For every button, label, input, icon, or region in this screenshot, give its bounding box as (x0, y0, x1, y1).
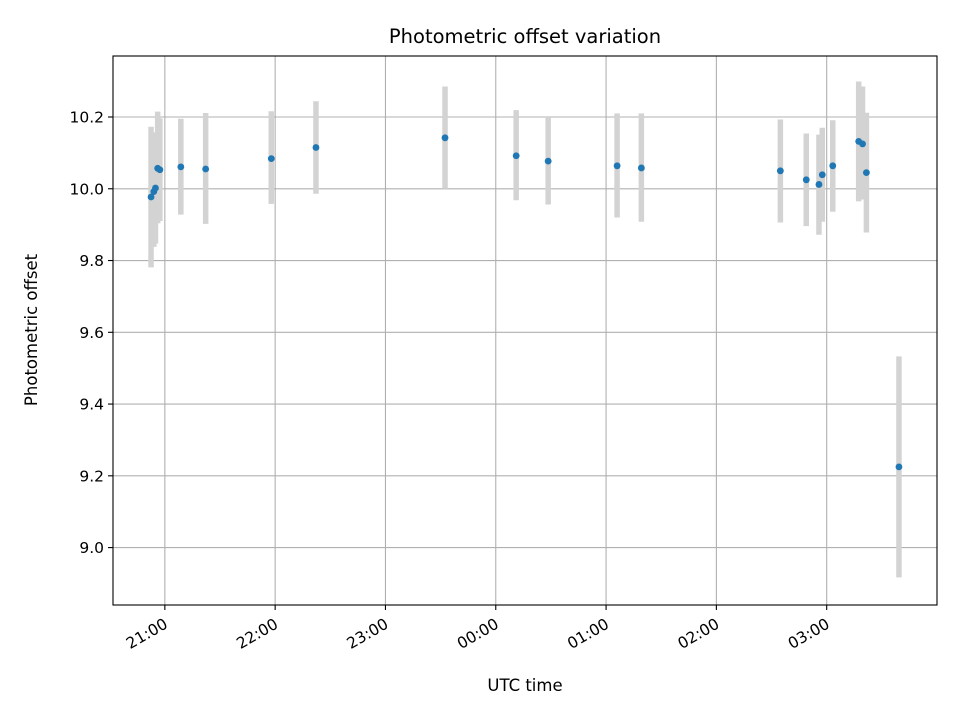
data-point (312, 144, 320, 151)
grid-lines (113, 56, 937, 605)
data-point (267, 155, 275, 163)
data-point (544, 157, 552, 165)
data-point (202, 165, 210, 173)
y-tick-label: 9.0 (79, 539, 104, 557)
plot-area (113, 56, 937, 605)
y-tick-label: 9.8 (79, 252, 104, 270)
data-point (613, 162, 621, 170)
data-point (147, 193, 155, 201)
data-points (147, 134, 903, 471)
y-tick-label: 9.2 (79, 467, 104, 485)
data-point (863, 169, 870, 177)
data-point (895, 463, 903, 471)
y-axis-label: Photometric offset (22, 253, 41, 406)
data-point (637, 164, 645, 172)
data-point (815, 181, 823, 188)
data-point (776, 167, 784, 175)
data-point (802, 176, 810, 184)
plot-frame (112, 55, 938, 606)
y-tick-label: 9.4 (79, 396, 104, 414)
data-point (512, 152, 520, 160)
data-point (156, 166, 164, 174)
data-point (829, 162, 837, 170)
data-point (818, 171, 826, 179)
data-point (152, 184, 159, 192)
data-point (859, 140, 866, 148)
y-tick-label: 10.2 (69, 109, 104, 127)
chart-title: Photometric offset variation (389, 25, 661, 48)
x-axis-label: UTC time (487, 676, 562, 695)
y-tick-label: 9.6 (79, 324, 104, 342)
y-tick-label: 10.0 (69, 180, 104, 198)
data-point (441, 134, 449, 142)
data-point (177, 163, 185, 171)
